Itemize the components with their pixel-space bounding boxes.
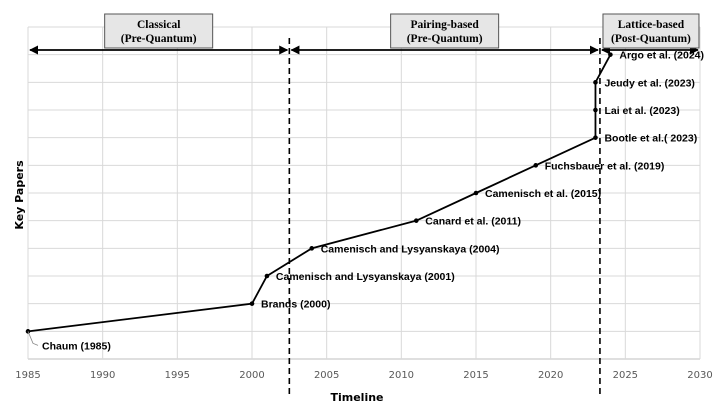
x-tick-label: 1985: [15, 370, 40, 381]
period-label-box: [104, 13, 214, 49]
period-dividers: Classical (Pre-Quantum) Pairing-based (Pre-…: [29, 13, 700, 396]
period-label-box: [390, 13, 500, 49]
period-label-box: [602, 13, 700, 49]
period-title: Pairing-based: [410, 19, 479, 31]
data-point: [473, 190, 479, 196]
data-point: [593, 135, 598, 140]
period-subtitle: (Post-Quantum): [611, 33, 691, 45]
period-title: Lattice-based: [618, 19, 685, 31]
data-label: Brands (2000): [261, 299, 330, 311]
data-point: [413, 218, 419, 223]
x-tick-label: 2020: [538, 370, 563, 381]
data-point: [264, 273, 270, 279]
x-tick-label: 2030: [687, 370, 712, 381]
data-point: [533, 163, 539, 168]
data-point: [593, 107, 598, 113]
x-tick-label: 2025: [613, 370, 638, 381]
data-point: [593, 80, 598, 85]
data-point: [608, 52, 613, 57]
x-tick-label: 2005: [314, 370, 339, 381]
period-subtitle: (Pre-Quantum): [407, 33, 483, 45]
x-tick-label: 2015: [463, 370, 488, 381]
series-line: Chaum (1985) Brands (2000) Camenisch and L…: [25, 50, 704, 352]
data-label: Fuchsbauer et al. (2019): [545, 160, 665, 172]
gridlines: [27, 26, 701, 360]
data-point: [309, 246, 315, 251]
y-axis-title: Key Papers: [13, 160, 26, 230]
data-label: Camenisch and Lysyanskaya (2001): [276, 271, 455, 283]
x-axis-title: Timeline: [330, 391, 383, 404]
period-title: Classical: [137, 19, 180, 31]
x-tick-label: 1990: [90, 370, 115, 381]
leader-line: [27, 331, 39, 346]
data-label: Lai et al. (2023): [604, 105, 679, 117]
data-label: Argo et al. (2024): [619, 50, 704, 62]
period-subtitle: (Pre-Quantum): [121, 33, 197, 45]
data-label: Chaum (1985): [42, 340, 111, 352]
x-tick-label: 2000: [239, 370, 264, 381]
data-label: Jeudy et al. (2023): [604, 77, 694, 89]
x-tick-label: 2010: [389, 370, 414, 381]
data-label: Camenisch et al. (2015): [485, 188, 601, 200]
x-tick-label: 1995: [165, 370, 190, 381]
data-label: Canard et al. (2011): [425, 216, 521, 228]
x-tick-labels: 1985 1990 1995 2000 2005 2010 2015 2020 2025 2030: [15, 370, 712, 381]
data-label: Camenisch and Lysyanskaya (2004): [321, 243, 500, 255]
data-point: [249, 301, 255, 306]
data-label: Bootle et al.( 2023): [604, 133, 697, 145]
